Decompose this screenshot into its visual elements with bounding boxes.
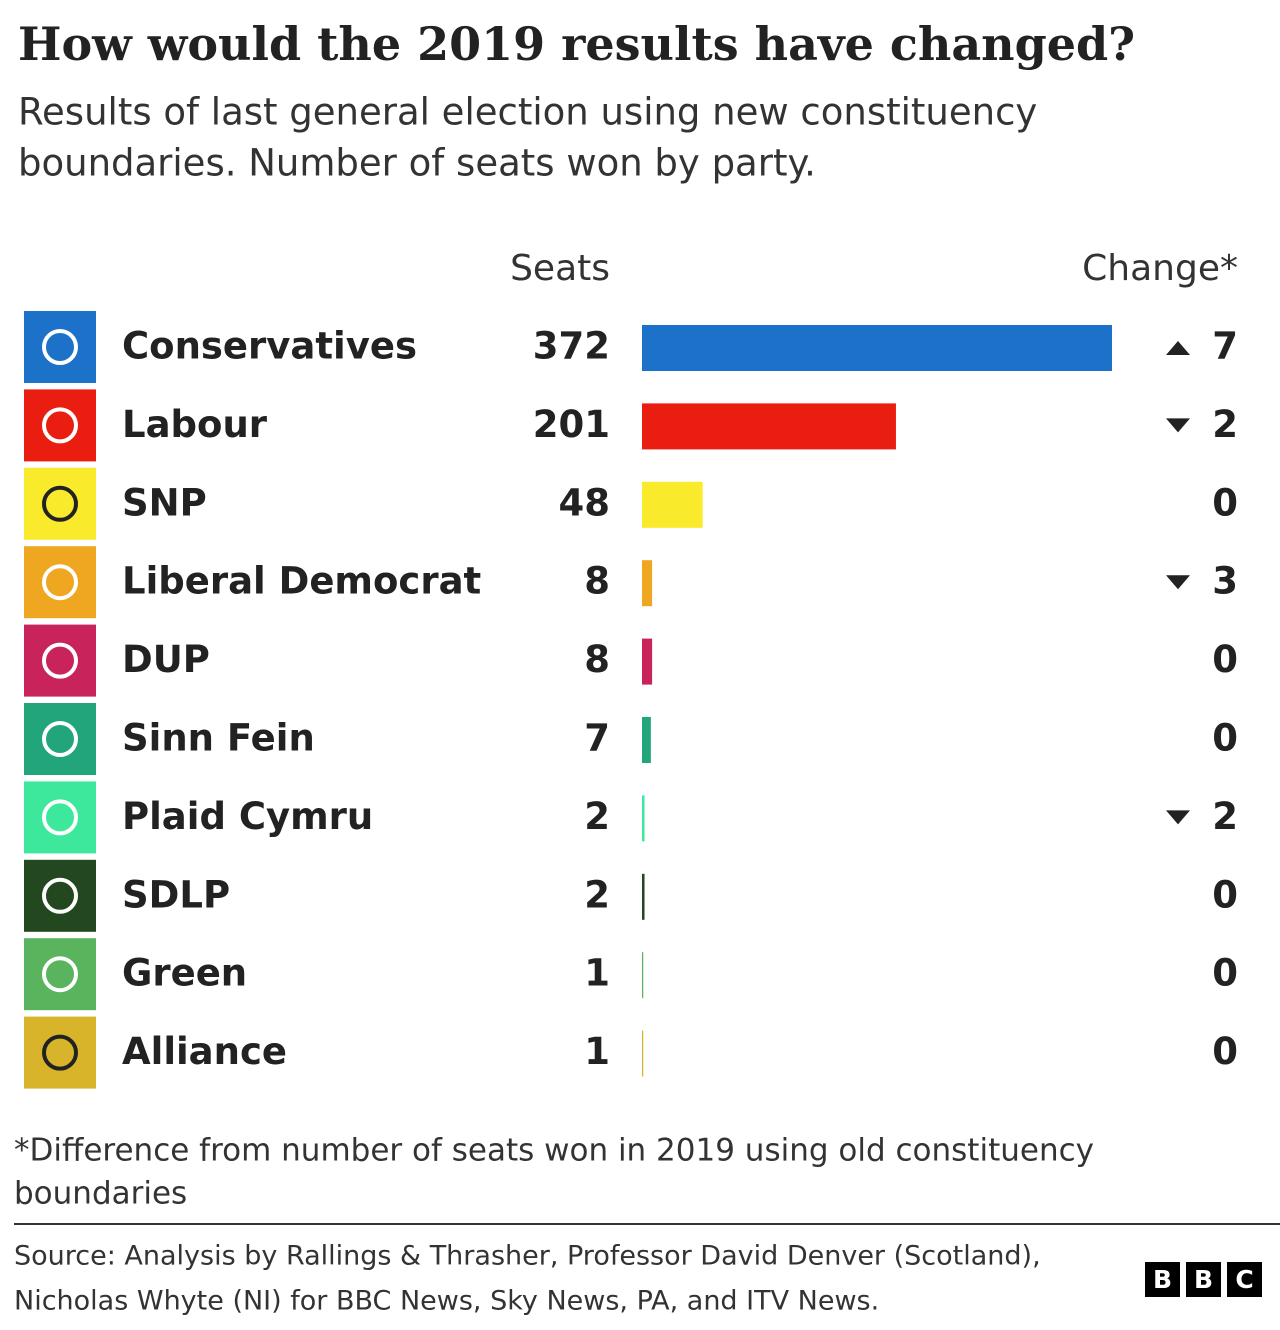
change-value: 0 (1212, 952, 1238, 995)
party-name: Conservatives (122, 325, 417, 368)
bar (642, 325, 1112, 371)
change-value: 2 (1212, 795, 1238, 838)
change-arrow (1166, 418, 1190, 433)
change-value: 0 (1212, 638, 1238, 681)
party-name: DUP (122, 638, 210, 681)
party-logo-glyph (42, 642, 78, 679)
change-arrow (1166, 341, 1190, 355)
seat-value: 1 (584, 952, 610, 995)
party-logo (24, 859, 96, 932)
bbc-logo-letter: B (1153, 1265, 1172, 1294)
seat-value: 201 (533, 403, 610, 446)
party-logo (24, 389, 96, 462)
party-logo (24, 938, 96, 1011)
bar (642, 795, 645, 842)
subtitle: Results of last general election using n… (18, 91, 1037, 134)
source: Source: Analysis by Rallings & Thrasher,… (14, 1241, 1041, 1272)
party-logo (24, 703, 96, 775)
seat-value: 7 (584, 717, 610, 760)
party-logo (24, 546, 96, 619)
footnote: *Difference from number of seats won in … (14, 1133, 1094, 1169)
bbc-logo-box (1145, 1262, 1180, 1297)
footnote: boundaries (14, 1176, 187, 1212)
seat-value: 372 (533, 325, 610, 368)
change-value: 7 (1212, 325, 1238, 368)
seat-value: 2 (584, 795, 610, 838)
party-logo-glyph (42, 1034, 78, 1071)
change-arrow (1166, 575, 1190, 590)
seat-value: 2 (584, 873, 610, 916)
party-name: Plaid Cymru (122, 795, 373, 838)
bar (642, 560, 653, 607)
party-name: SNP (122, 481, 207, 524)
bar (642, 717, 651, 763)
party-name: Labour (122, 403, 268, 446)
seat-value: 8 (584, 560, 610, 603)
change-value: 0 (1212, 717, 1238, 760)
party-name: Liberal Democrat (122, 560, 481, 603)
source: Nicholas Whyte (NI) for BBC News, Sky Ne… (14, 1286, 879, 1317)
bar (642, 1030, 644, 1077)
party-logo-glyph (42, 485, 78, 522)
seat-value: 1 (584, 1030, 610, 1073)
bar (642, 873, 645, 920)
bar (642, 638, 653, 685)
bbc-logo-letter: C (1235, 1265, 1253, 1294)
change-arrow (1166, 810, 1190, 825)
party-logo-glyph (42, 407, 78, 444)
change-value: 2 (1212, 403, 1238, 446)
party-logo-glyph (42, 564, 78, 601)
bbc-logo-box (1227, 1262, 1262, 1297)
bar (642, 403, 896, 450)
bar (642, 952, 644, 999)
party-name: Green (122, 952, 247, 995)
party-logo (24, 311, 96, 383)
party-logo (24, 624, 96, 697)
bbc-logo-box (1186, 1262, 1221, 1297)
party-name: Sinn Fein (122, 717, 315, 760)
party-name: Alliance (122, 1030, 287, 1073)
bar (642, 481, 703, 528)
change-value: 0 (1212, 481, 1238, 524)
column-header: Seats (510, 248, 610, 289)
seat-value: 8 (584, 638, 610, 681)
party-logo-glyph (42, 329, 78, 365)
party-logo (24, 1016, 96, 1089)
party-logo (24, 467, 96, 540)
change-value: 0 (1212, 1030, 1238, 1073)
change-value: 3 (1212, 560, 1238, 603)
party-logo-glyph (42, 721, 78, 757)
bbc-logo-letter: B (1194, 1265, 1213, 1294)
party-logo-glyph (42, 877, 78, 914)
party-logo-glyph (42, 799, 78, 836)
party-logo (24, 781, 96, 854)
seat-value: 48 (559, 481, 611, 524)
change-value: 0 (1212, 873, 1238, 916)
chart-title: How would the 2019 results have changed? (18, 17, 1135, 71)
column-header: Change* (1082, 248, 1238, 289)
subtitle: boundaries. Number of seats won by party… (18, 142, 816, 185)
party-logo-glyph (42, 956, 78, 993)
party-name: SDLP (122, 873, 230, 916)
